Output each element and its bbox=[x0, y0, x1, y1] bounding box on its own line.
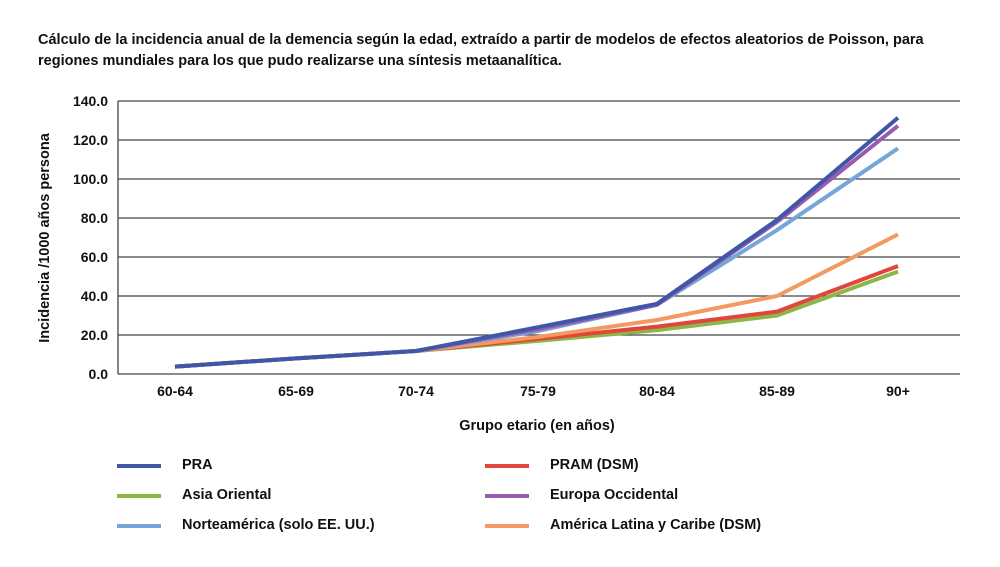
legend-label: PRAM (DSM) bbox=[550, 457, 639, 473]
x-tick-label: 75-79 bbox=[520, 383, 556, 399]
y-tick-label: 40.0 bbox=[81, 288, 108, 304]
series-line-3 bbox=[174, 124, 900, 369]
x-tick-label: 85-89 bbox=[759, 383, 795, 399]
y-tick-label: 0.0 bbox=[89, 366, 109, 382]
y-tick-label: 20.0 bbox=[81, 327, 108, 343]
legend-swatch bbox=[485, 494, 529, 498]
legend-label: Norteamérica (solo EE. UU.) bbox=[182, 517, 375, 533]
y-axis-label: Incidencia /1000 años persona bbox=[37, 132, 53, 342]
x-tick-label: 80-84 bbox=[639, 383, 675, 399]
y-tick-label: 80.0 bbox=[81, 210, 108, 226]
x-axis-label: Grupo etario (en años) bbox=[459, 418, 615, 434]
x-tick-label: 70-74 bbox=[398, 383, 434, 399]
legend-swatch bbox=[485, 464, 529, 468]
legend-swatch bbox=[117, 494, 161, 498]
series-line-0 bbox=[174, 116, 900, 369]
legend-swatch bbox=[117, 524, 161, 528]
x-tick-label: 65-69 bbox=[278, 383, 314, 399]
y-tick-label: 60.0 bbox=[81, 249, 108, 265]
series-line-1 bbox=[174, 264, 899, 369]
series-line-5 bbox=[174, 232, 899, 369]
legend-label: América Latina y Caribe (DSM) bbox=[550, 517, 762, 533]
legend-label: Europa Occidental bbox=[550, 487, 679, 503]
x-tick-label: 90+ bbox=[886, 383, 910, 399]
legend-swatch bbox=[117, 464, 161, 468]
series-line-2 bbox=[174, 269, 899, 369]
legend-swatch bbox=[485, 524, 529, 528]
legend-label: PRA bbox=[182, 457, 213, 473]
y-tick-label: 100.0 bbox=[73, 171, 108, 187]
y-tick-label: 120.0 bbox=[73, 132, 108, 148]
y-tick-label: 140.0 bbox=[73, 93, 108, 109]
x-tick-label: 60-64 bbox=[157, 383, 193, 399]
chart-title: Cálculo de la incidencia anual de la dem… bbox=[38, 32, 924, 69]
legend-label: Asia Oriental bbox=[182, 487, 272, 503]
